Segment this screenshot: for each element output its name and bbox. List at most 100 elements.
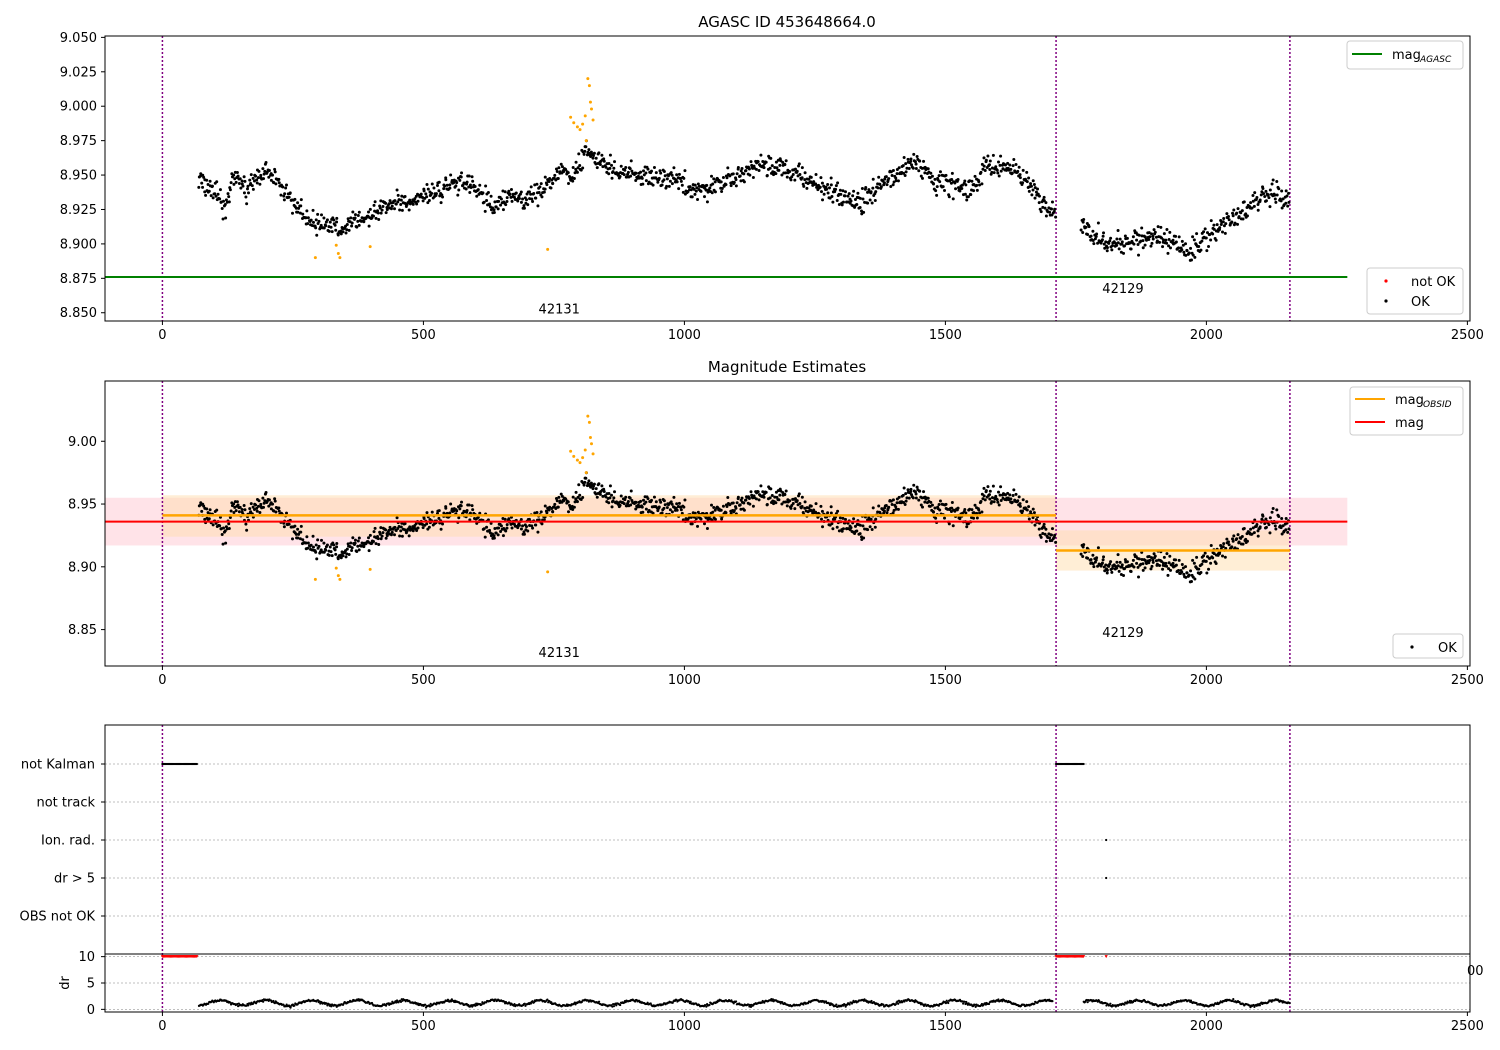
ok-point bbox=[497, 526, 501, 530]
ok-point bbox=[1180, 570, 1184, 574]
ok-point bbox=[282, 525, 286, 529]
ok-point bbox=[517, 523, 521, 527]
ok-point bbox=[964, 183, 968, 187]
ok-point bbox=[935, 185, 939, 189]
ok-point bbox=[311, 534, 315, 538]
ok-point bbox=[1200, 562, 1204, 566]
ok-point bbox=[831, 200, 835, 204]
ok-point bbox=[938, 170, 942, 174]
ok-point bbox=[482, 200, 486, 204]
ok-point bbox=[249, 173, 253, 177]
ok-point bbox=[608, 484, 612, 488]
ok-point bbox=[749, 490, 753, 494]
ok-point bbox=[1230, 220, 1234, 224]
ok-point bbox=[748, 502, 752, 506]
ok-point bbox=[304, 541, 308, 545]
ok-point bbox=[1054, 540, 1058, 544]
ok-point bbox=[907, 496, 911, 500]
ok-point bbox=[460, 171, 464, 175]
ok-point bbox=[415, 528, 419, 532]
ok-point bbox=[1180, 239, 1184, 243]
ok-point bbox=[789, 506, 793, 510]
ok-point bbox=[1044, 527, 1048, 531]
ok-point bbox=[953, 181, 957, 185]
ok-point bbox=[732, 180, 736, 184]
ok-point bbox=[1236, 533, 1240, 537]
ok-point bbox=[345, 228, 349, 232]
ok-point bbox=[1177, 246, 1181, 250]
ok-point bbox=[1271, 178, 1275, 182]
ok-point bbox=[1203, 551, 1207, 555]
ok-point bbox=[1104, 240, 1108, 244]
flag-label: dr > 5 bbox=[54, 872, 95, 887]
ok-point bbox=[608, 153, 612, 157]
ok-point bbox=[1270, 510, 1274, 514]
ok-point bbox=[527, 190, 531, 194]
ok-point bbox=[892, 508, 896, 512]
ok-point bbox=[455, 509, 459, 513]
ok-point bbox=[826, 183, 830, 187]
ok-point bbox=[837, 202, 841, 206]
ok-point bbox=[398, 208, 402, 212]
ok-point bbox=[311, 220, 315, 224]
ok-point bbox=[660, 183, 664, 187]
ok-point bbox=[913, 160, 917, 164]
ok-point bbox=[215, 180, 219, 184]
ok-point bbox=[311, 545, 315, 549]
ok-point bbox=[705, 526, 709, 530]
ok-point bbox=[928, 176, 932, 180]
ok-point bbox=[1109, 236, 1113, 240]
ok-point bbox=[918, 489, 922, 493]
ok-point bbox=[829, 511, 833, 515]
ok-point bbox=[1197, 567, 1201, 571]
ok-point bbox=[1143, 566, 1147, 570]
dr-point bbox=[734, 1000, 738, 1003]
ok-point bbox=[577, 483, 581, 487]
obsid-label: 42129 bbox=[1102, 626, 1143, 641]
ok-point bbox=[610, 505, 614, 509]
ok-point bbox=[683, 498, 687, 502]
ok-point bbox=[545, 183, 549, 187]
ok-point bbox=[1209, 544, 1213, 548]
ok-point bbox=[441, 195, 445, 199]
ok-point bbox=[481, 191, 485, 195]
ok-point bbox=[937, 174, 941, 178]
ok-point bbox=[222, 199, 226, 203]
dr-point bbox=[330, 1005, 333, 1008]
ok-point bbox=[720, 187, 724, 191]
ok-point bbox=[735, 501, 739, 505]
ok-point bbox=[982, 164, 986, 168]
ok-point bbox=[501, 208, 505, 212]
ok-point bbox=[357, 536, 361, 540]
ok-point bbox=[425, 522, 429, 526]
dr-point bbox=[1232, 998, 1235, 1001]
ok-point bbox=[725, 505, 729, 509]
ok-point bbox=[215, 508, 219, 512]
ok-point bbox=[452, 181, 456, 185]
ok-point bbox=[702, 195, 706, 199]
x-tick-label: 2000 bbox=[1190, 328, 1223, 343]
ok-point bbox=[864, 186, 868, 190]
ok-point bbox=[1131, 558, 1135, 562]
ok-point bbox=[1184, 565, 1188, 569]
ok-point bbox=[335, 542, 339, 546]
ok-point bbox=[739, 179, 743, 183]
ok-point bbox=[1117, 247, 1121, 251]
ok-point bbox=[507, 189, 511, 193]
ok-point bbox=[306, 216, 310, 220]
ok-point bbox=[909, 490, 913, 494]
ok-point bbox=[1025, 508, 1029, 512]
y-tick-label: 8.875 bbox=[60, 272, 97, 287]
ok-point bbox=[529, 185, 533, 189]
ok-point bbox=[1102, 555, 1106, 559]
x-tick-label: 500 bbox=[411, 328, 436, 343]
x-tick-label: 1500 bbox=[929, 1019, 962, 1034]
ok-point bbox=[362, 545, 366, 549]
dr-point bbox=[424, 1003, 427, 1006]
dr-clipped-tick: 00 bbox=[1467, 964, 1484, 979]
ok-point bbox=[224, 216, 228, 220]
ok-point bbox=[885, 511, 889, 515]
ok-point bbox=[905, 496, 909, 500]
ok-point bbox=[560, 494, 564, 498]
